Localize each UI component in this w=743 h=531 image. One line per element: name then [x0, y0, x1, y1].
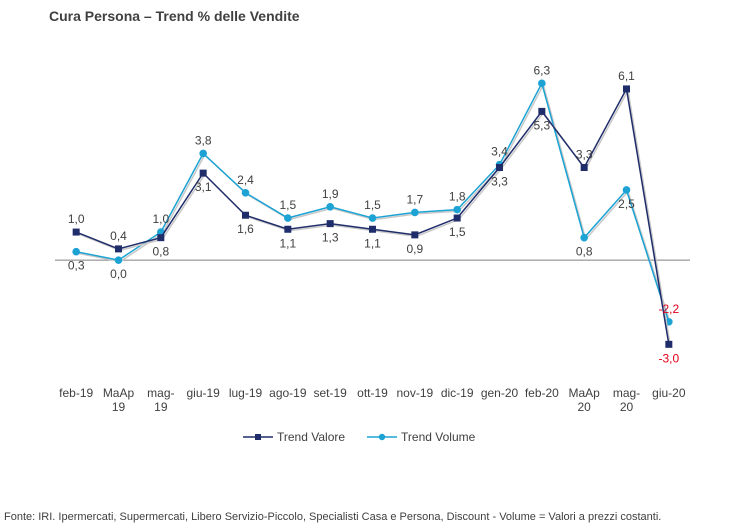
- data-label-trend-valore-0: 1,0: [68, 212, 85, 226]
- point-trend-volume-11: [538, 79, 546, 88]
- data-label-trend-volume-10: 3,4: [491, 145, 508, 159]
- legend-item-trend-volume: Trend Volume: [367, 430, 475, 444]
- point-trend-valore-10: [496, 164, 503, 172]
- point-trend-valore-0: [72, 228, 80, 236]
- data-label-trend-volume-11: 6,3: [533, 63, 550, 77]
- point-trend-valore-13: [623, 85, 630, 93]
- x-tick-label-14: giu-20: [652, 386, 686, 400]
- data-label-trend-volume-13: 2,5: [618, 197, 635, 211]
- point-trend-volume-0: [72, 247, 80, 256]
- x-tick-label-2: mag-19: [147, 386, 174, 414]
- legend-swatch-valore: [243, 434, 273, 440]
- x-tick-label-8: nov-19: [396, 386, 433, 400]
- x-tick-label-5: ago-19: [269, 386, 307, 400]
- point-trend-volume-12: [580, 233, 588, 242]
- data-label-trend-volume-7: 1,5: [364, 198, 381, 212]
- series-trend-valore: [72, 85, 673, 348]
- data-label-trend-volume-2: 1,0: [152, 212, 169, 226]
- point-trend-valore-9: [453, 214, 461, 222]
- point-trend-valore-5: [284, 225, 292, 233]
- data-label-trend-valore-7: 1,1: [364, 236, 381, 250]
- x-tick-label-1: MaAp 19: [103, 386, 135, 414]
- data-label-trend-valore-1: 0,4: [110, 229, 127, 243]
- x-tick-label-11: feb-20: [525, 386, 559, 400]
- data-label-trend-valore-12: 3,3: [576, 148, 593, 162]
- point-trend-volume-4: [241, 188, 250, 197]
- point-trend-volume-7: [368, 214, 377, 222]
- legend-item-trend-valore: Trend Valore: [243, 430, 345, 444]
- data-label-trend-volume-14: -2,2: [658, 302, 679, 316]
- point-trend-volume-6: [326, 203, 334, 211]
- x-tick-label-0: feb-19: [59, 386, 93, 400]
- point-trend-valore-6: [326, 220, 334, 228]
- data-label-trend-valore-3: 3,1: [195, 180, 212, 194]
- data-label-trend-volume-6: 1,9: [322, 187, 339, 201]
- x-tick-label-4: lug-19: [229, 386, 263, 400]
- data-label-trend-volume-5: 1,5: [279, 198, 296, 212]
- legend: Trend Valore Trend Volume: [243, 430, 475, 444]
- data-label-trend-volume-8: 1,7: [406, 192, 423, 206]
- point-trend-volume-5: [284, 214, 292, 222]
- data-label-trend-valore-2: 0,8: [152, 245, 169, 259]
- point-trend-valore-1: [115, 245, 122, 253]
- x-tick-label-7: ott-19: [357, 386, 388, 400]
- point-trend-valore-7: [369, 225, 376, 233]
- data-label-trend-valore-9: 1,5: [449, 225, 466, 239]
- x-tick-label-6: set-19: [313, 386, 347, 400]
- data-label-trend-volume-4: 2,4: [237, 173, 254, 187]
- chart-title: Cura Persona – Trend % delle Vendite: [49, 8, 300, 24]
- data-label-trend-valore-8: 0,9: [406, 242, 423, 256]
- point-trend-volume-3: [199, 149, 207, 158]
- data-label-trend-valore-5: 1,1: [279, 236, 296, 250]
- point-trend-valore-12: [580, 164, 588, 172]
- point-trend-volume-1: [114, 256, 123, 264]
- legend-swatch-volume: [367, 433, 398, 441]
- x-tick-label-3: giu-19: [186, 386, 220, 400]
- x-tick-label-9: dic-19: [441, 386, 474, 400]
- data-label-trend-volume-0: 0,3: [68, 259, 85, 273]
- point-trend-valore-8: [411, 231, 419, 239]
- data-label-trend-valore-13: 6,1: [618, 69, 635, 83]
- data-label-trend-volume-9: 1,8: [449, 190, 466, 204]
- x-tick-label-10: gen-20: [481, 386, 519, 400]
- point-trend-valore-11: [538, 107, 546, 115]
- point-trend-valore-4: [242, 211, 249, 219]
- data-label-trend-valore-10: 3,3: [491, 175, 508, 189]
- data-label-trend-valore-4: 1,6: [237, 222, 254, 236]
- point-trend-volume-8: [411, 208, 419, 217]
- point-trend-valore-3: [199, 169, 207, 177]
- legend-label-volume: Trend Volume: [401, 430, 476, 444]
- x-tick-label-13: mag-20: [613, 386, 640, 414]
- data-label-trend-valore-6: 1,3: [322, 231, 339, 245]
- source-footnote: Fonte: IRI. Ipermercati, Supermercati, L…: [4, 511, 662, 523]
- point-trend-volume-13: [622, 186, 631, 194]
- point-trend-valore-2: [157, 234, 165, 242]
- point-trend-valore-14: [665, 340, 673, 348]
- data-label-trend-volume-12: 0,8: [576, 245, 593, 259]
- legend-label-valore: Trend Valore: [277, 430, 346, 444]
- data-label-trend-volume-1: 0,0: [110, 267, 127, 281]
- data-label-trend-volume-3: 3,8: [195, 133, 212, 147]
- x-tick-label-12: MaAp 20: [568, 386, 600, 414]
- point-trend-volume-9: [453, 205, 461, 214]
- data-label-trend-valore-14: -3,0: [658, 351, 679, 365]
- data-label-trend-valore-11: 5,3: [533, 118, 550, 132]
